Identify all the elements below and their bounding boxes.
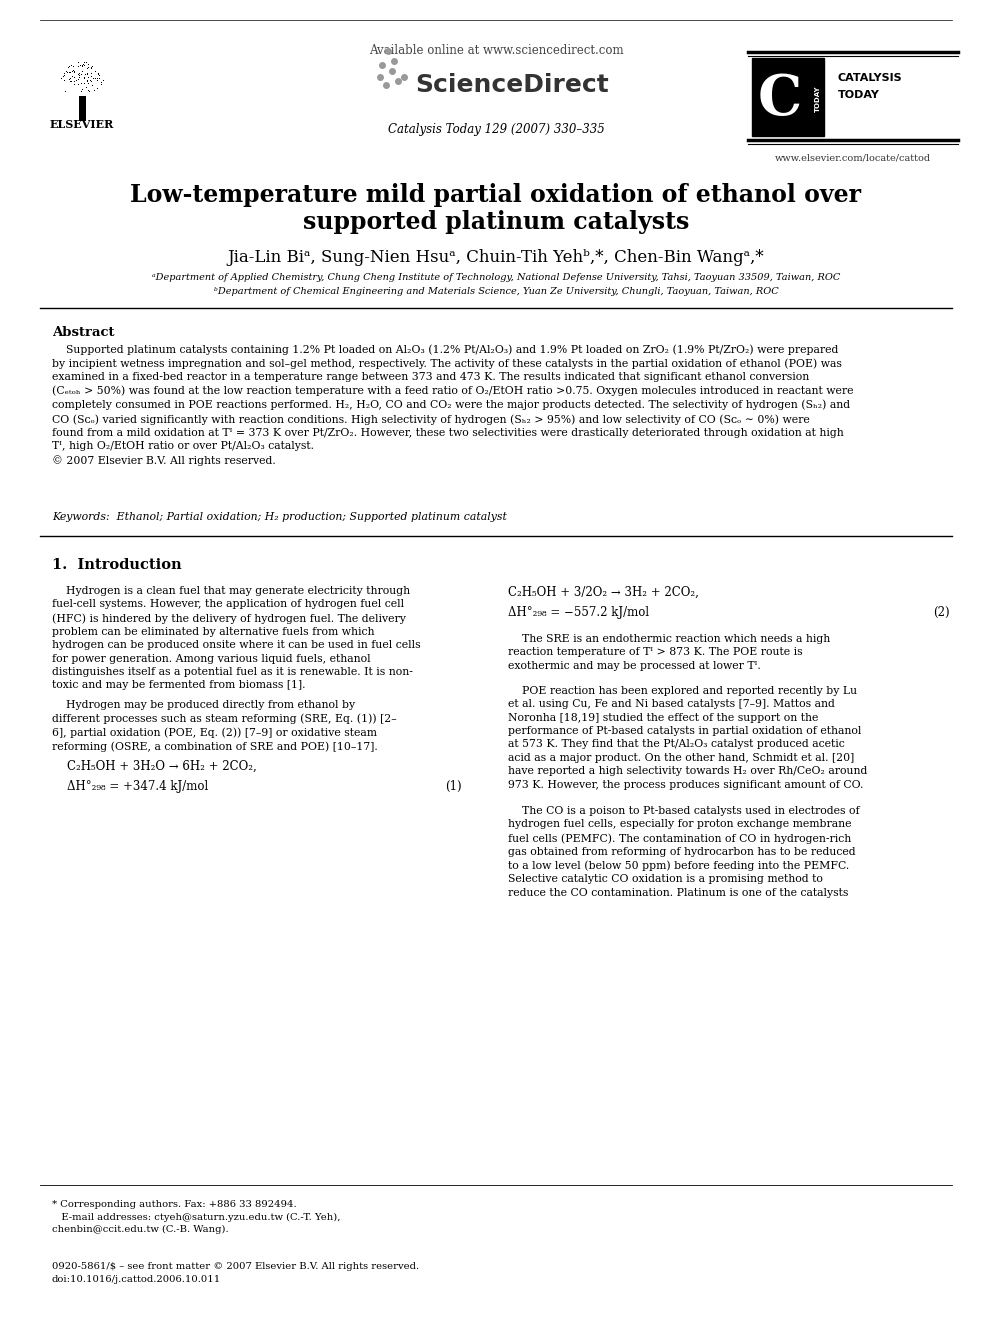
Text: Catalysis Today 129 (2007) 330–335: Catalysis Today 129 (2007) 330–335 (388, 123, 604, 136)
Text: ΔH°₂₉₈ = −557.2 kJ/mol: ΔH°₂₉₈ = −557.2 kJ/mol (508, 606, 649, 619)
Text: ELSEVIER: ELSEVIER (50, 119, 114, 131)
Text: (1): (1) (445, 781, 462, 792)
Text: Abstract: Abstract (52, 325, 114, 339)
Text: Hydrogen may be produced directly from ethanol by
different processes such as st: Hydrogen may be produced directly from e… (52, 700, 397, 753)
Text: C₂H₅OH + 3/2O₂ → 3H₂ + 2CO₂,: C₂H₅OH + 3/2O₂ → 3H₂ + 2CO₂, (508, 586, 699, 599)
Text: POE reaction has been explored and reported recently by Lu
et al. using Cu, Fe a: POE reaction has been explored and repor… (508, 687, 867, 790)
Text: TODAY: TODAY (815, 86, 821, 112)
Text: * Corresponding authors. Fax: +886 33 892494.
   E-mail addresses: ctyeh@saturn.: * Corresponding authors. Fax: +886 33 89… (52, 1200, 340, 1234)
Text: Supported platinum catalysts containing 1.2% Pt loaded on Al₂O₃ (1.2% Pt/Al₂O₃) : Supported platinum catalysts containing … (52, 344, 853, 466)
Text: TODAY: TODAY (838, 90, 880, 101)
Bar (752, 58, 824, 136)
Text: (2): (2) (933, 606, 950, 619)
Text: The CO is a poison to Pt-based catalysts used in electrodes of
hydrogen fuel cel: The CO is a poison to Pt-based catalysts… (508, 806, 860, 898)
Text: C: C (758, 71, 803, 127)
Text: ᵇDepartment of Chemical Engineering and Materials Science, Yuan Ze University, C: ᵇDepartment of Chemical Engineering and … (213, 287, 779, 296)
Text: C₂H₅OH + 3H₂O → 6H₂ + 2CO₂,: C₂H₅OH + 3H₂O → 6H₂ + 2CO₂, (67, 759, 257, 773)
Text: CATALYSIS: CATALYSIS (838, 73, 903, 83)
Text: Jia-Lin Biᵃ, Sung-Nien Hsuᵃ, Chuin-Tih Yehᵇ,*, Chen-Bin Wangᵃ,*: Jia-Lin Biᵃ, Sung-Nien Hsuᵃ, Chuin-Tih Y… (228, 250, 764, 266)
Text: The SRE is an endothermic reaction which needs a high
reaction temperature of Tᴵ: The SRE is an endothermic reaction which… (508, 634, 830, 671)
Text: ᵃDepartment of Applied Chemistry, Chung Cheng Institute of Technology, National : ᵃDepartment of Applied Chemistry, Chung … (152, 274, 840, 283)
Text: Low-temperature mild partial oxidation of ethanol over: Low-temperature mild partial oxidation o… (131, 183, 861, 206)
Text: 0920-5861/$ – see front matter © 2007 Elsevier B.V. All rights reserved.
doi:10.: 0920-5861/$ – see front matter © 2007 El… (52, 1262, 420, 1283)
Text: Available online at www.sciencedirect.com: Available online at www.sciencedirect.co… (369, 44, 623, 57)
Text: Hydrogen is a clean fuel that may generate electricity through
fuel-cell systems: Hydrogen is a clean fuel that may genera… (52, 586, 421, 691)
Text: ScienceDirect: ScienceDirect (415, 73, 609, 97)
Text: www.elsevier.com/locate/cattod: www.elsevier.com/locate/cattod (775, 153, 931, 163)
Text: 1.  Introduction: 1. Introduction (52, 558, 182, 572)
Text: supported platinum catalysts: supported platinum catalysts (303, 210, 689, 234)
Text: Keywords:  Ethanol; Partial oxidation; H₂ production; Supported platinum catalys: Keywords: Ethanol; Partial oxidation; H₂… (52, 512, 507, 523)
Text: ΔH°₂₉₈ = +347.4 kJ/mol: ΔH°₂₉₈ = +347.4 kJ/mol (67, 781, 208, 792)
